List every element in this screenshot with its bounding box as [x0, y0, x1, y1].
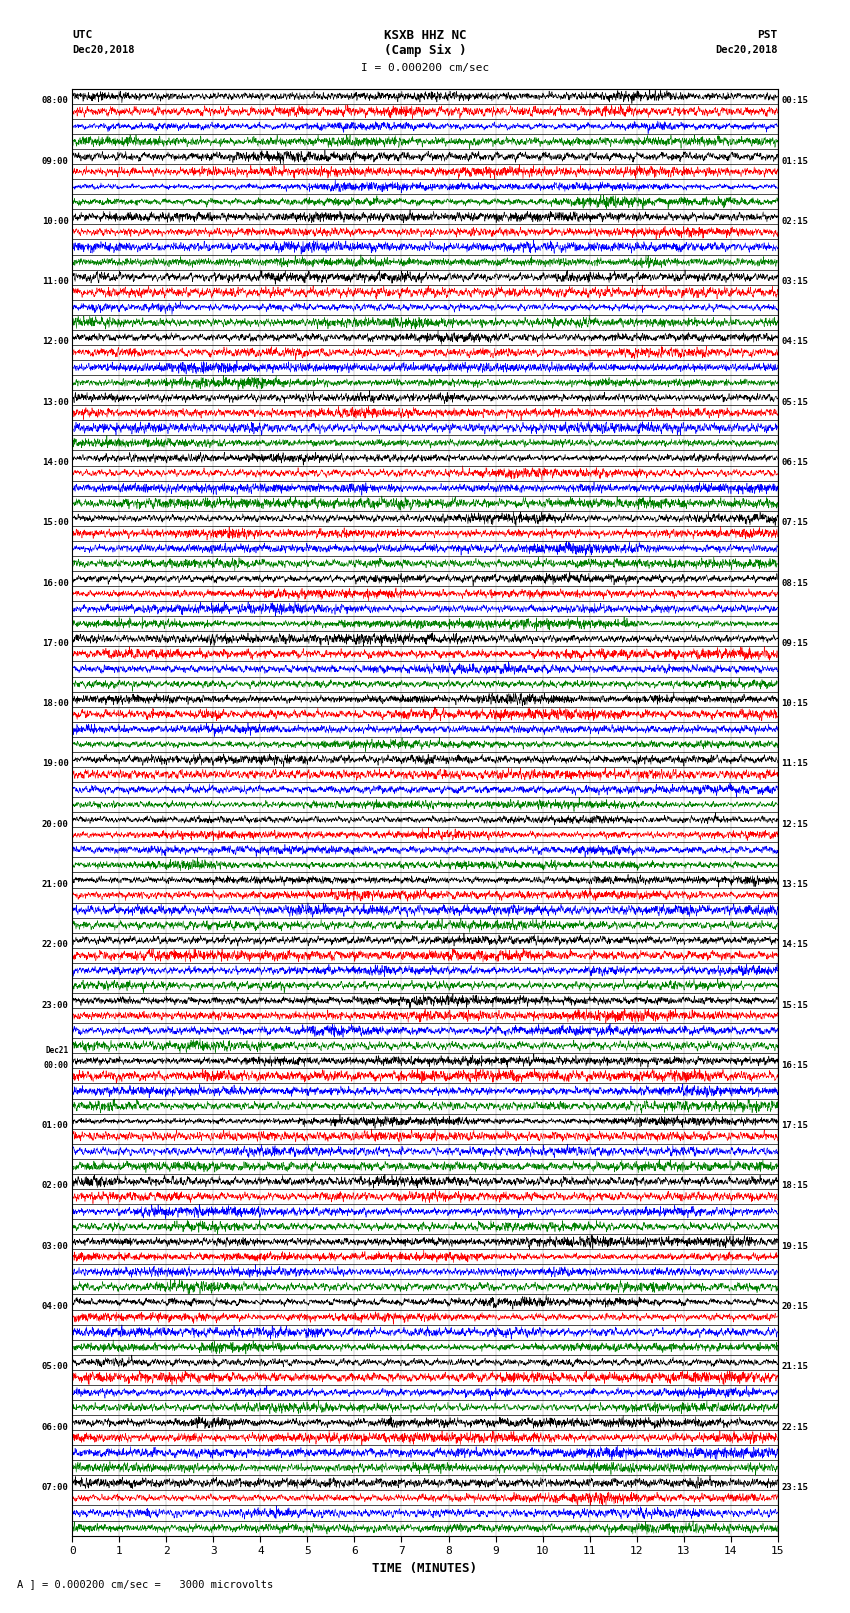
Text: 12:15: 12:15: [781, 819, 808, 829]
Text: 16:15: 16:15: [781, 1061, 808, 1069]
Text: 01:00: 01:00: [42, 1121, 69, 1131]
Text: 21:00: 21:00: [42, 881, 69, 889]
X-axis label: TIME (MINUTES): TIME (MINUTES): [372, 1561, 478, 1574]
Text: 01:15: 01:15: [781, 156, 808, 166]
Text: 11:00: 11:00: [42, 277, 69, 286]
Text: 21:15: 21:15: [781, 1363, 808, 1371]
Text: 10:15: 10:15: [781, 698, 808, 708]
Text: 04:15: 04:15: [781, 337, 808, 347]
Text: 19:00: 19:00: [42, 760, 69, 768]
Text: 23:15: 23:15: [781, 1482, 808, 1492]
Text: 11:15: 11:15: [781, 760, 808, 768]
Text: 10:00: 10:00: [42, 216, 69, 226]
Text: 02:00: 02:00: [42, 1181, 69, 1190]
Text: 00:15: 00:15: [781, 97, 808, 105]
Text: 09:00: 09:00: [42, 156, 69, 166]
Text: 02:15: 02:15: [781, 216, 808, 226]
Text: A ] = 0.000200 cm/sec =   3000 microvolts: A ] = 0.000200 cm/sec = 3000 microvolts: [17, 1579, 273, 1589]
Text: KSXB HHZ NC: KSXB HHZ NC: [383, 29, 467, 42]
Text: 03:15: 03:15: [781, 277, 808, 286]
Text: PST: PST: [757, 31, 778, 40]
Text: 15:00: 15:00: [42, 518, 69, 527]
Text: 19:15: 19:15: [781, 1242, 808, 1250]
Text: 14:00: 14:00: [42, 458, 69, 468]
Text: 22:15: 22:15: [781, 1423, 808, 1432]
Text: 15:15: 15:15: [781, 1000, 808, 1010]
Text: 20:15: 20:15: [781, 1302, 808, 1311]
Text: 08:00: 08:00: [42, 97, 69, 105]
Text: Dec20,2018: Dec20,2018: [72, 45, 135, 55]
Text: 14:15: 14:15: [781, 940, 808, 950]
Text: I = 0.000200 cm/sec: I = 0.000200 cm/sec: [361, 63, 489, 73]
Text: 07:15: 07:15: [781, 518, 808, 527]
Text: 09:15: 09:15: [781, 639, 808, 648]
Text: (Camp Six ): (Camp Six ): [383, 44, 467, 56]
Text: 20:00: 20:00: [42, 819, 69, 829]
Text: 13:15: 13:15: [781, 881, 808, 889]
Text: 18:15: 18:15: [781, 1181, 808, 1190]
Text: 17:15: 17:15: [781, 1121, 808, 1131]
Text: 16:00: 16:00: [42, 579, 69, 587]
Text: 05:00: 05:00: [42, 1363, 69, 1371]
Text: 07:00: 07:00: [42, 1482, 69, 1492]
Text: Dec20,2018: Dec20,2018: [715, 45, 778, 55]
Text: 06:15: 06:15: [781, 458, 808, 468]
Text: 17:00: 17:00: [42, 639, 69, 648]
Text: 22:00: 22:00: [42, 940, 69, 950]
Text: 06:00: 06:00: [42, 1423, 69, 1432]
Text: 04:00: 04:00: [42, 1302, 69, 1311]
Text: 13:00: 13:00: [42, 398, 69, 406]
Text: 05:15: 05:15: [781, 398, 808, 406]
Text: 08:15: 08:15: [781, 579, 808, 587]
Text: 23:00: 23:00: [42, 1000, 69, 1010]
Text: 18:00: 18:00: [42, 698, 69, 708]
Text: 03:00: 03:00: [42, 1242, 69, 1250]
Text: UTC: UTC: [72, 31, 93, 40]
Text: Dec21: Dec21: [46, 1047, 69, 1055]
Text: 12:00: 12:00: [42, 337, 69, 347]
Text: 00:00: 00:00: [43, 1061, 69, 1069]
